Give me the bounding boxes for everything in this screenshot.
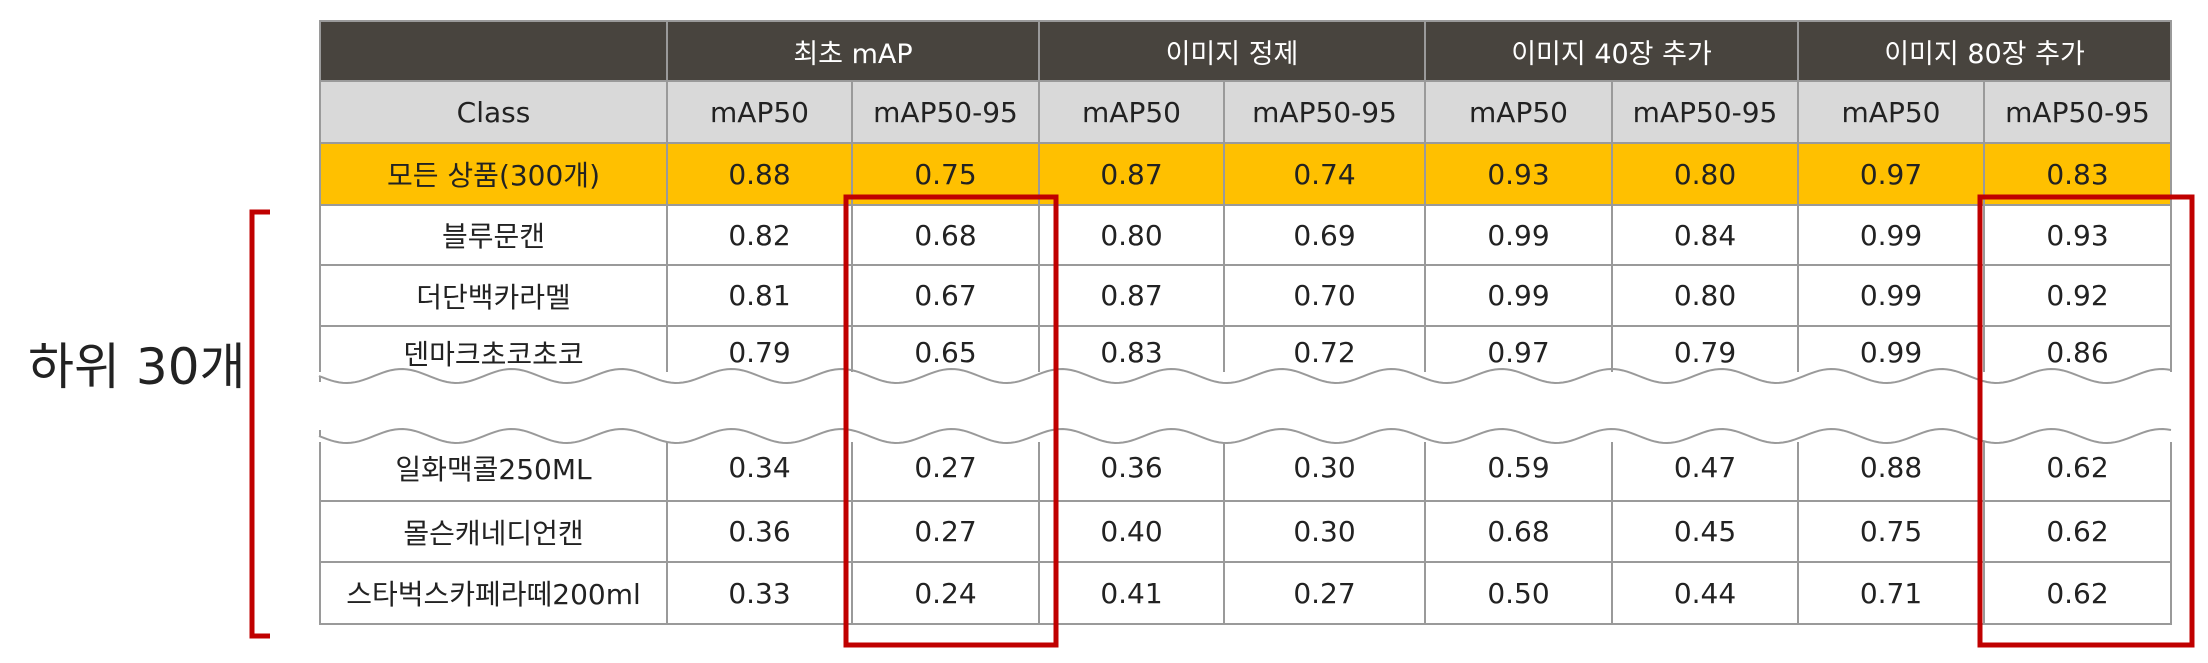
table-cell: 0.79 <box>1613 327 1799 378</box>
table-cell: 0.50 <box>1426 563 1613 625</box>
table-cell: 0.87 <box>1040 266 1225 327</box>
summary-cell: 0.88 <box>668 144 853 206</box>
summary-cell: 0.75 <box>853 144 1040 206</box>
table-cell: 0.99 <box>1799 206 1985 266</box>
table-cell: 0.71 <box>1799 563 1985 625</box>
table-cell: 0.99 <box>1426 206 1613 266</box>
table-cell: 0.80 <box>1040 206 1225 266</box>
table-cell: 0.99 <box>1799 327 1985 378</box>
table-row-label: 덴마크초코초코 <box>319 327 668 378</box>
summary-cell: 0.97 <box>1799 144 1985 206</box>
summary-cell: 0.74 <box>1225 144 1426 206</box>
table-row-label: 몰슨캐네디언캔 <box>319 502 668 563</box>
group-header: 이미지 40장 추가 <box>1426 20 1799 82</box>
class-column-header: Class <box>319 82 668 144</box>
table-row-label: 일화맥콜250ML <box>319 435 668 502</box>
group-header: 이미지 80장 추가 <box>1799 20 2172 82</box>
table-cell: 0.68 <box>1426 502 1613 563</box>
table-cell: 0.41 <box>1040 563 1225 625</box>
metric-header: mAP50-95 <box>853 82 1040 144</box>
table-cell: 0.36 <box>668 502 853 563</box>
table-cell: 0.24 <box>853 563 1040 625</box>
summary-cell: 0.87 <box>1040 144 1225 206</box>
table-cell: 0.33 <box>668 563 853 625</box>
table-cell: 0.40 <box>1040 502 1225 563</box>
table-cell: 0.69 <box>1225 206 1426 266</box>
group-header: 최초 mAP <box>668 20 1040 82</box>
table-row-label: 스타벅스카페라떼200ml <box>319 563 668 625</box>
summary-cell: 0.83 <box>1985 144 2172 206</box>
table-cell: 0.62 <box>1985 435 2172 502</box>
table-cell: 0.83 <box>1040 327 1225 378</box>
table-cell: 0.79 <box>668 327 853 378</box>
table-cell: 0.27 <box>853 502 1040 563</box>
metric-header: mAP50 <box>1040 82 1225 144</box>
table-row-label: 블루문캔 <box>319 206 668 266</box>
table-cell: 0.65 <box>853 327 1040 378</box>
table-cell: 0.93 <box>1985 206 2172 266</box>
table-cell: 0.72 <box>1225 327 1426 378</box>
table-cell: 0.75 <box>1799 502 1985 563</box>
table-cell: 0.62 <box>1985 563 2172 625</box>
table-cell: 0.59 <box>1426 435 1613 502</box>
metric-header: mAP50 <box>1799 82 1985 144</box>
table-cell: 0.84 <box>1613 206 1799 266</box>
metric-header: mAP50-95 <box>1225 82 1426 144</box>
table-cell: 0.44 <box>1613 563 1799 625</box>
table-cell: 0.82 <box>668 206 853 266</box>
metric-header: mAP50 <box>668 82 853 144</box>
table-cell: 0.27 <box>853 435 1040 502</box>
header-corner <box>319 20 668 82</box>
table-cell: 0.88 <box>1799 435 1985 502</box>
table-cell: 0.27 <box>1225 563 1426 625</box>
bottom-30-label: 하위 30개 <box>28 338 246 396</box>
table-cell: 0.97 <box>1426 327 1613 378</box>
table-cell: 0.92 <box>1985 266 2172 327</box>
summary-row-label: 모든 상품(300개) <box>319 144 668 206</box>
metric-header: mAP50 <box>1426 82 1613 144</box>
table-cell: 0.45 <box>1613 502 1799 563</box>
group-header: 이미지 정제 <box>1040 20 1426 82</box>
summary-cell: 0.93 <box>1426 144 1613 206</box>
table-cell: 0.36 <box>1040 435 1225 502</box>
table-cell: 0.67 <box>853 266 1040 327</box>
table-cell: 0.80 <box>1613 266 1799 327</box>
metric-header: mAP50-95 <box>1985 82 2172 144</box>
table-cell: 0.47 <box>1613 435 1799 502</box>
table-cell: 0.81 <box>668 266 853 327</box>
table-cell: 0.68 <box>853 206 1040 266</box>
summary-cell: 0.80 <box>1613 144 1799 206</box>
table-cell: 0.70 <box>1225 266 1426 327</box>
table-cell: 0.99 <box>1799 266 1985 327</box>
table-cell: 0.62 <box>1985 502 2172 563</box>
table-cell: 0.99 <box>1426 266 1613 327</box>
table-cell: 0.30 <box>1225 435 1426 502</box>
metric-header: mAP50-95 <box>1613 82 1799 144</box>
table-cell: 0.86 <box>1985 327 2172 378</box>
table-cell: 0.30 <box>1225 502 1426 563</box>
table-row-label: 더단백카라멜 <box>319 266 668 327</box>
table-cell: 0.34 <box>668 435 853 502</box>
